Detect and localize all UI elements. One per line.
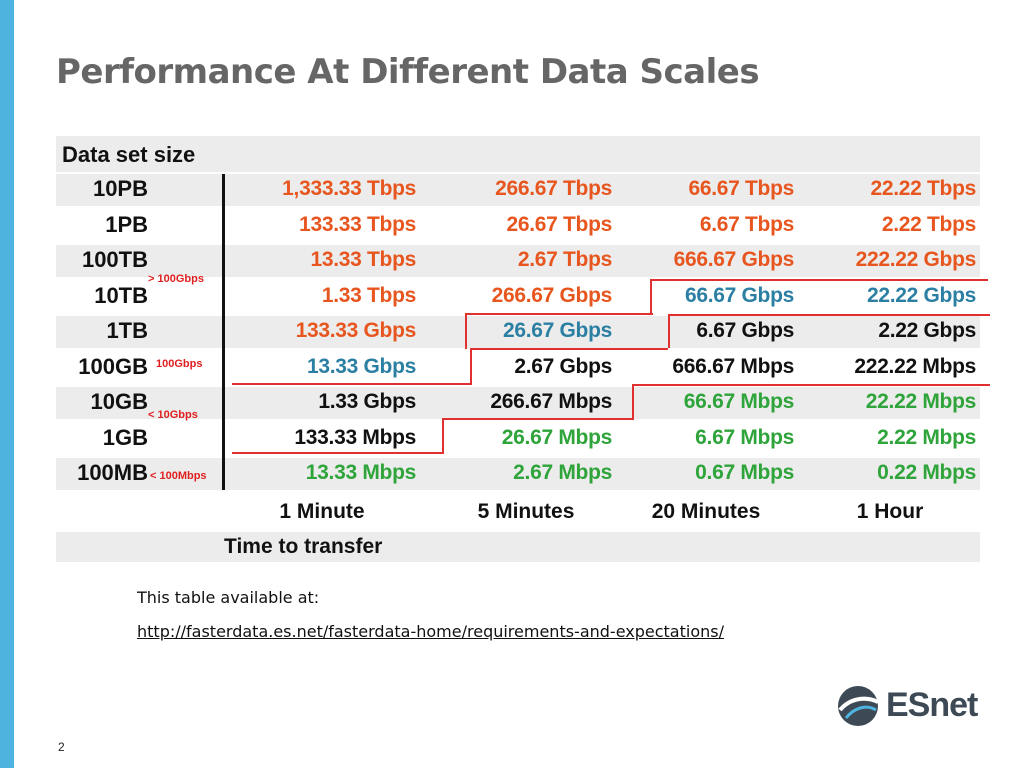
rate-cell: 666.67 Mbps: [672, 354, 794, 378]
threshold-line-100gbps-step2: [465, 313, 467, 349]
data-set-size-label: 10TB: [94, 282, 148, 308]
footer-band: [56, 532, 980, 562]
data-set-size-label: 100MB: [77, 460, 148, 485]
rate-cell: 222.22 Mbps: [854, 354, 976, 378]
threshold-line-10gbps-step3: [442, 418, 444, 452]
time-column-1-hour: 1 Hour: [856, 500, 924, 523]
band-note-under-100mbps: < 100Mbps: [150, 470, 207, 482]
data-set-size-label: 100GB: [78, 353, 148, 379]
data-set-size-label: 1GB: [102, 424, 148, 450]
logo-wordmark: ESnet: [886, 686, 978, 724]
row-band: [56, 174, 980, 206]
rate-cell: 22.22 Tbps: [870, 177, 976, 200]
axis-label-time-to-transfer: Time to transfer: [224, 535, 383, 558]
threshold-line-10gbps-mid: [470, 348, 668, 350]
rate-cell: 66.67 Tbps: [688, 177, 794, 200]
threshold-line-100gbps-right: [668, 314, 990, 316]
rate-cell: 66.67 Gbps: [684, 283, 794, 307]
data-set-size-label: 1PB: [105, 211, 148, 237]
source-label: This table available at:: [137, 588, 320, 607]
rate-cell: 13.33 Mbps: [305, 461, 417, 484]
rate-cell: 13.33 Gbps: [306, 354, 416, 378]
row-band: [56, 245, 980, 277]
rate-cell: 266.67 Gbps: [491, 283, 613, 307]
threshold-line-100gbps-step: [650, 279, 652, 315]
rate-cell: 266.67 Tbps: [495, 177, 612, 200]
rate-cell: 6.67 Gbps: [696, 319, 794, 342]
rate-cell: 2.22 Tbps: [881, 212, 976, 236]
rate-cell: 1.33 Gbps: [318, 390, 416, 413]
rate-cell: 2.67 Gbps: [514, 354, 612, 378]
transfer-rate-table: Data set size 10PB 1,333.33 Tbps 266.67 Tb…: [56, 136, 990, 566]
rate-cell: 66.67 Mbps: [683, 390, 795, 413]
slide-title: Performance At Different Data Scales: [56, 52, 760, 92]
threshold-line-100gbps-step3: [668, 314, 670, 348]
size-axis-line: [222, 174, 225, 490]
threshold-line-10gbps-base: [232, 452, 444, 454]
data-set-size-label: 10GB: [90, 389, 148, 414]
row-band: [56, 387, 980, 419]
rate-cell: 1,333.33 Tbps: [282, 177, 416, 200]
rate-cell: 222.22 Gbps: [855, 248, 977, 271]
rate-cell: 133.33 Tbps: [299, 212, 416, 236]
page-number: 2: [58, 740, 65, 754]
data-set-size-label: 1TB: [106, 318, 148, 343]
source-link[interactable]: http://fasterdata.es.net/fasterdata-home…: [137, 622, 724, 641]
data-set-size-label: 100TB: [81, 247, 148, 272]
band-note-under-10gbps: < 10Gbps: [148, 409, 198, 421]
rate-cell: 13.33 Tbps: [310, 248, 416, 271]
rate-cell: 22.22 Mbps: [865, 390, 977, 413]
threshold-line-100gbps-top: [650, 279, 988, 281]
time-column-1-minute: 1 Minute: [279, 500, 365, 523]
time-column-20-minutes: 20 Minutes: [651, 500, 761, 523]
rate-cell: 6.67 Tbps: [699, 212, 794, 236]
rate-cell: 26.67 Mbps: [501, 425, 613, 449]
band-note-over-100gbps: > 100Gbps: [148, 273, 204, 285]
band-note-100gbps: 100Gbps: [156, 358, 203, 370]
rate-cell: 133.33 Gbps: [295, 319, 417, 342]
table-header-data-set-size: Data set size: [62, 142, 196, 167]
row-band: [56, 458, 980, 490]
row-band: [56, 316, 980, 348]
data-set-size-label: 10PB: [92, 176, 148, 201]
header-band: [56, 136, 980, 172]
rate-cell: 0.67 Mbps: [695, 461, 794, 484]
rate-cell: 133.33 Mbps: [294, 425, 416, 449]
time-column-5-minutes: 5 Minutes: [477, 500, 575, 523]
rate-cell: 666.67 Gbps: [673, 248, 795, 271]
threshold-line-100gbps-mid: [465, 313, 653, 315]
threshold-line-10gbps-low: [442, 418, 634, 420]
rate-cell: 26.67 Tbps: [506, 212, 612, 236]
rate-cell: 266.67 Mbps: [490, 390, 612, 413]
threshold-line-10gbps-right: [632, 384, 990, 386]
rate-cell: 2.67 Mbps: [513, 461, 612, 484]
rate-cell: 2.67 Tbps: [517, 248, 612, 271]
rate-cell: 2.22 Mbps: [877, 425, 976, 449]
rate-cell: 1.33 Tbps: [321, 283, 416, 307]
rate-cell: 22.22 Gbps: [866, 283, 976, 307]
threshold-line-10gbps-step: [470, 348, 472, 385]
threshold-line-10gbps-bottom: [232, 383, 472, 385]
rate-cell: 6.67 Mbps: [695, 425, 794, 449]
rate-cell: 0.22 Mbps: [877, 461, 976, 484]
threshold-line-10gbps-step2: [632, 384, 634, 418]
rate-cell: 26.67 Gbps: [502, 319, 612, 342]
rate-cell: 2.22 Gbps: [878, 319, 976, 342]
left-accent-bar: [0, 0, 14, 768]
esnet-logo: ESnet: [836, 684, 978, 728]
globe-swoosh-icon: [838, 686, 879, 726]
